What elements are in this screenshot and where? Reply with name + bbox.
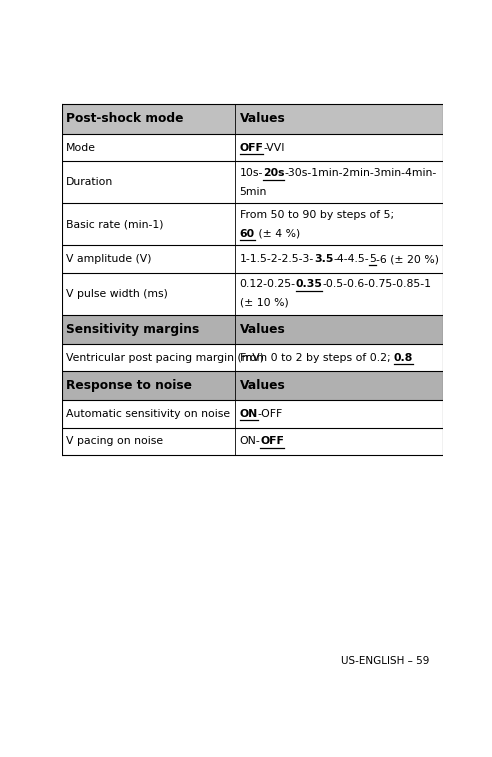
Text: US-ENGLISH – 59: US-ENGLISH – 59 [341,656,430,666]
Text: 0.35: 0.35 [296,279,322,289]
Text: 1-1.5-2-2.5-3-: 1-1.5-2-2.5-3- [240,254,314,264]
Text: OFF: OFF [240,142,263,153]
Text: 0.8: 0.8 [394,353,413,363]
Text: -0.5-0.6-0.75-0.85-1: -0.5-0.6-0.75-0.85-1 [322,279,431,289]
Text: (± 10 %): (± 10 %) [240,298,288,308]
Text: ON-: ON- [240,437,260,447]
Text: Values: Values [240,322,285,336]
Text: Basic rate (min-1): Basic rate (min-1) [66,220,163,229]
Text: 0.12-0.25-: 0.12-0.25- [240,279,296,289]
Text: 5min: 5min [240,186,267,197]
Bar [62,344,443,371]
Bar [62,428,443,455]
Text: -6 (± 20 %): -6 (± 20 %) [376,254,439,264]
Bar [62,104,443,134]
Text: 20s: 20s [263,168,284,178]
Text: From 50 to 90 by steps of 5;: From 50 to 90 by steps of 5; [240,210,394,220]
Text: -VVI: -VVI [263,142,285,153]
Text: Duration: Duration [66,177,113,187]
Text: Automatic sensitivity on noise: Automatic sensitivity on noise [66,409,230,419]
Text: V pulse width (ms): V pulse width (ms) [66,288,168,299]
Text: 3.5: 3.5 [314,254,333,264]
Bar [62,204,443,245]
Text: From 0 to 2 by steps of 0.2;: From 0 to 2 by steps of 0.2; [240,353,394,363]
Bar [62,161,443,204]
Text: 10s-: 10s- [240,168,263,178]
Text: -30s-1min-2min-3min-4min-: -30s-1min-2min-3min-4min- [284,168,437,178]
Text: ON: ON [240,409,258,419]
Text: 60: 60 [240,229,255,238]
Text: Sensitivity margins: Sensitivity margins [66,322,199,336]
Text: Mode: Mode [66,142,96,153]
Text: (± 4 %): (± 4 %) [255,229,300,238]
Text: Values: Values [240,112,285,126]
Bar [62,315,443,344]
Text: Post-shock mode: Post-shock mode [66,112,184,126]
Text: Response to noise: Response to noise [66,379,192,392]
Text: Ventricular post pacing margin (mV): Ventricular post pacing margin (mV) [66,353,264,363]
Bar [62,245,443,273]
Bar [62,371,443,400]
Bar [62,273,443,315]
Text: 5: 5 [369,254,376,264]
Text: Values: Values [240,379,285,392]
Text: OFF: OFF [260,437,284,447]
Text: -4-4.5-: -4-4.5- [333,254,369,264]
Bar [62,134,443,161]
Text: V pacing on noise: V pacing on noise [66,437,163,447]
Text: V amplitude (V): V amplitude (V) [66,254,152,264]
Text: -OFF: -OFF [258,409,283,419]
Bar [62,400,443,428]
